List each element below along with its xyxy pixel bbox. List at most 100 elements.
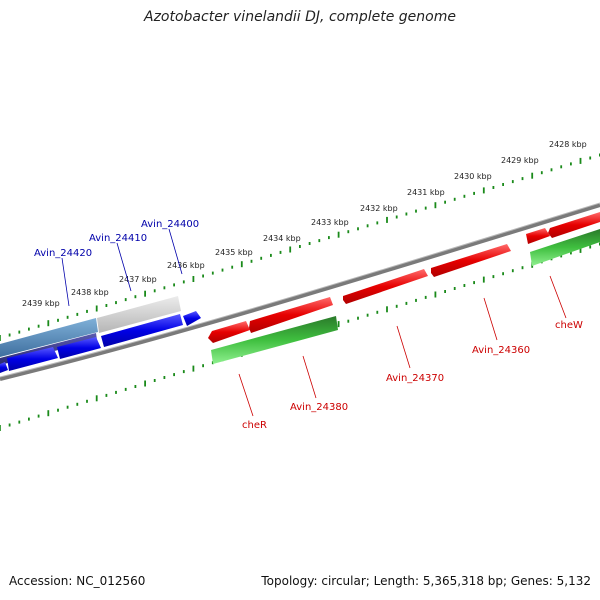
minor-tick xyxy=(57,408,59,412)
scale-label: 2428 kbp xyxy=(549,140,587,149)
gene-cheW-partner[interactable] xyxy=(526,228,550,244)
minor-tick xyxy=(163,286,166,290)
major-tick xyxy=(240,261,243,268)
highlight-genes xyxy=(211,229,600,364)
minor-tick xyxy=(502,272,504,276)
minor-tick xyxy=(473,191,475,195)
gene-Avin_24370[interactable] xyxy=(343,269,428,304)
gene-label-Avin_24370[interactable]: Avin_24370 xyxy=(386,373,444,384)
gene-cheR[interactable] xyxy=(208,321,250,343)
gene-grey-block xyxy=(97,296,181,333)
minor-tick xyxy=(105,393,108,397)
minor-tick xyxy=(279,250,282,254)
minor-tick xyxy=(424,295,427,299)
major-tick xyxy=(289,246,292,253)
minor-tick xyxy=(347,319,350,323)
gene-label-Avin_24400[interactable]: Avin_24400 xyxy=(141,219,199,230)
minor-tick xyxy=(28,417,30,421)
major-tick xyxy=(95,395,98,402)
minor-tick xyxy=(66,315,69,319)
major-tick xyxy=(482,187,485,194)
major-tick xyxy=(192,276,195,282)
minor-tick xyxy=(18,420,21,424)
minor-tick xyxy=(8,423,11,427)
major-tick xyxy=(0,425,1,431)
minor-tick xyxy=(115,390,117,394)
minor-tick xyxy=(163,376,166,379)
gene-label-Avin_24360[interactable]: Avin_24360 xyxy=(472,345,530,356)
minor-tick xyxy=(115,301,117,305)
minor-tick xyxy=(134,385,137,388)
minor-tick xyxy=(570,162,572,166)
minor-tick xyxy=(66,405,69,409)
major-tick xyxy=(47,410,50,417)
minor-tick xyxy=(589,245,592,249)
major-tick xyxy=(192,365,195,372)
minor-tick xyxy=(560,165,563,169)
gene-labels: cheW Avin_24360 Avin_24370 Avin_24380 ch… xyxy=(34,219,583,431)
gene-label-cheR[interactable]: cheR xyxy=(242,420,267,431)
major-tick xyxy=(482,276,485,283)
gene-label-cheW[interactable]: cheW xyxy=(555,320,583,331)
minor-tick xyxy=(182,370,185,374)
minor-tick xyxy=(376,310,379,314)
minor-tick xyxy=(173,373,175,377)
minor-tick xyxy=(308,242,311,245)
genome-backbone-highlight xyxy=(0,202,600,378)
minor-tick xyxy=(540,171,543,175)
minor-tick xyxy=(76,402,79,406)
minor-tick xyxy=(347,230,350,234)
gene-green-right[interactable] xyxy=(530,229,600,266)
gene-label-Avin_24380[interactable]: Avin_24380 xyxy=(290,402,348,413)
major-tick xyxy=(0,335,1,341)
gene-label-Avin_24410[interactable]: Avin_24410 xyxy=(89,233,147,244)
gene-green-left[interactable] xyxy=(211,316,338,364)
major-tick xyxy=(579,157,582,164)
minor-tick xyxy=(18,330,21,334)
minor-tick xyxy=(560,254,563,258)
scale-label: 2438 kbp xyxy=(71,288,109,297)
major-tick xyxy=(434,202,437,209)
minor-tick xyxy=(444,290,446,293)
minor-tick xyxy=(424,206,427,210)
minor-tick xyxy=(463,284,466,287)
minor-tick xyxy=(550,168,553,172)
gene-Avin_24400[interactable] xyxy=(183,311,201,326)
minor-tick xyxy=(570,251,572,255)
gene-blue-left[interactable] xyxy=(7,347,58,371)
minor-tick xyxy=(415,298,417,302)
gene-Avin_24420[interactable] xyxy=(57,337,101,359)
minor-tick xyxy=(299,245,301,248)
scale-label: 2429 kbp xyxy=(501,156,539,165)
minor-tick xyxy=(366,224,369,228)
reverse-genes xyxy=(0,296,201,373)
scale-label: 2434 kbp xyxy=(263,234,301,243)
minor-tick xyxy=(453,287,456,290)
gene-Avin_24410[interactable] xyxy=(101,314,183,347)
minor-tick xyxy=(182,280,185,284)
minor-tick xyxy=(202,364,204,368)
summary-text: Topology: circular; Length: 5,365,318 bp… xyxy=(261,574,591,588)
minor-tick xyxy=(37,324,40,328)
gene-label-Avin_24420[interactable]: Avin_24420 xyxy=(34,248,92,259)
gene-Avin_24380[interactable] xyxy=(249,297,333,333)
gene-cheW[interactable] xyxy=(548,212,600,238)
gene-blue-edge[interactable] xyxy=(0,362,8,373)
minor-tick xyxy=(492,275,495,279)
forward-genes xyxy=(208,212,600,343)
scale-label: 2435 kbp xyxy=(215,248,253,257)
gene-Avin_24360[interactable] xyxy=(431,244,511,277)
major-tick xyxy=(337,321,340,328)
scale-label: 2439 kbp xyxy=(22,299,60,308)
scale-label: 2437 kbp xyxy=(119,275,157,284)
minor-tick xyxy=(270,253,272,257)
minor-tick xyxy=(57,318,59,322)
minor-tick xyxy=(211,271,214,275)
major-tick xyxy=(144,380,146,387)
minor-tick xyxy=(521,177,524,181)
minor-tick xyxy=(395,304,398,308)
minor-tick xyxy=(376,221,379,225)
minor-tick xyxy=(8,333,11,337)
minor-tick xyxy=(105,304,108,307)
